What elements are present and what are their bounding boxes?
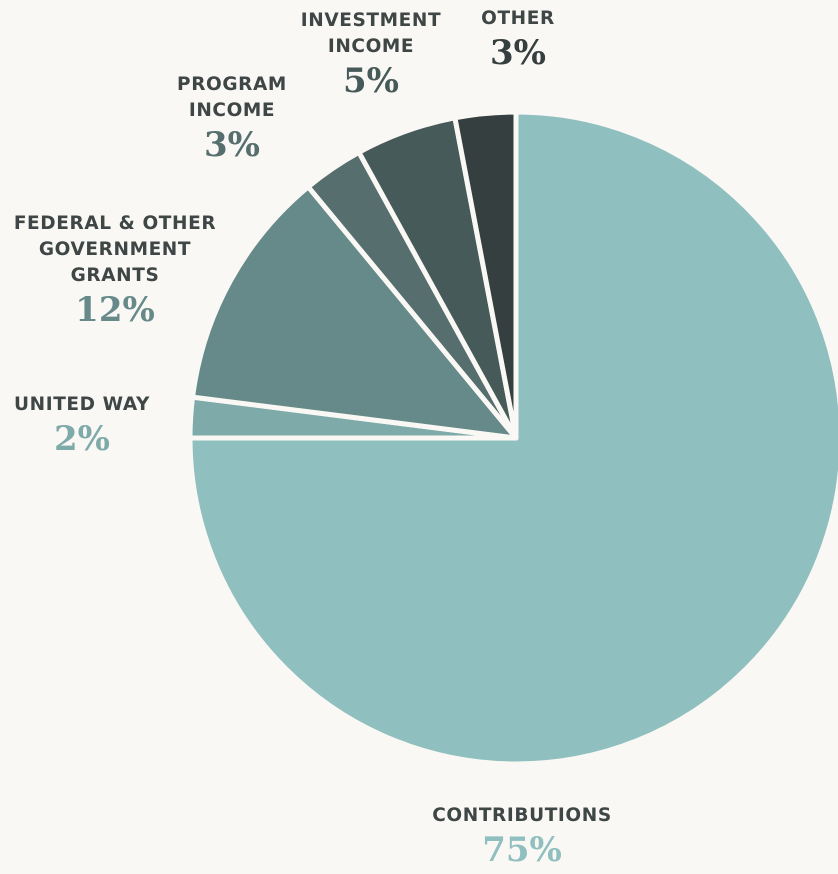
label-contributions: CONTRIBUTIONS 75% (432, 803, 612, 869)
slice-percent-investment-income: 5% (343, 61, 399, 101)
slice-percent-program-income: 3% (204, 125, 260, 165)
slice-percent-contributions: 75% (482, 830, 562, 870)
slice-label-united-way: UNITED WAY (14, 394, 150, 415)
label-federal-grants: FEDERAL & OTHER GOVERNMENT GRANTS 12% (14, 211, 216, 329)
slice-percent-other: 3% (490, 33, 546, 73)
slice-label-program-income: PROGRAM INCOME (177, 74, 287, 121)
slice-percent-united-way: 2% (54, 419, 110, 459)
label-investment-income: INVESTMENT INCOME 5% (301, 8, 441, 100)
pie-slice-other (452, 109, 519, 441)
slice-percent-federal-grants: 12% (75, 290, 155, 330)
slice-label-contributions: CONTRIBUTIONS (432, 805, 612, 826)
label-program-income: PROGRAM INCOME 3% (177, 72, 287, 164)
label-united-way: UNITED WAY 2% (14, 392, 150, 458)
pie-slice-federal-grants (190, 184, 519, 441)
slice-label-investment-income: INVESTMENT INCOME (300, 10, 442, 57)
pie-slice-contributions (187, 109, 838, 767)
slice-label-federal-grants: FEDERAL & OTHER GOVERNMENT GRANTS (13, 213, 217, 286)
slice-label-other: OTHER (481, 8, 555, 29)
label-other: OTHER 3% (481, 6, 555, 72)
